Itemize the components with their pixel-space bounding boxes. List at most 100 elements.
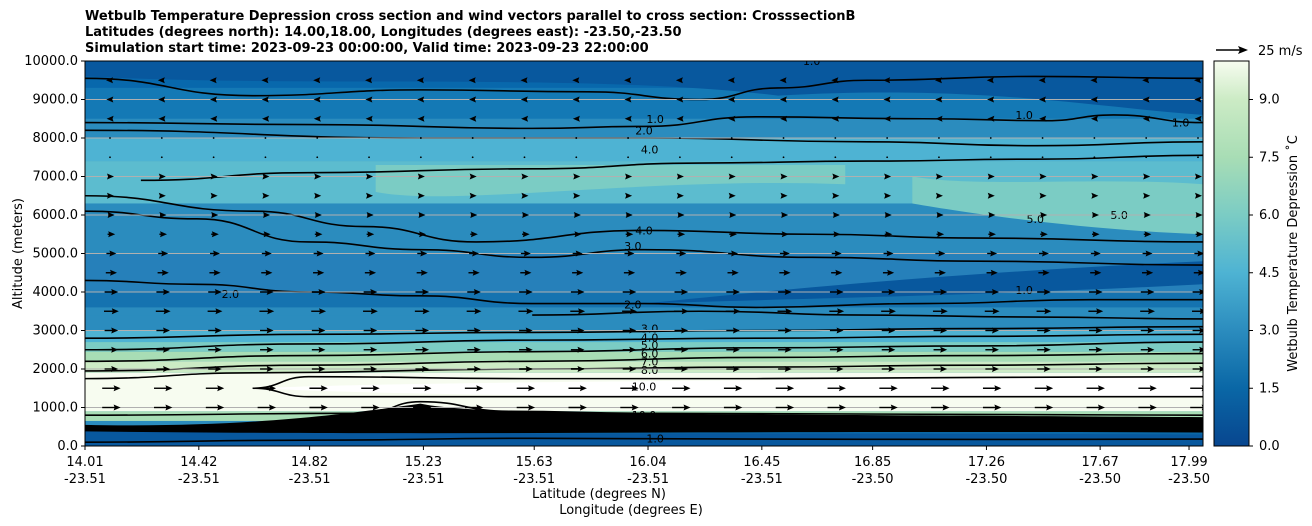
wind-vector bbox=[674, 346, 689, 353]
wind-vector-head bbox=[111, 327, 119, 334]
wind-vector-head bbox=[210, 115, 218, 122]
wind-vector-head bbox=[1090, 115, 1098, 122]
wind-vector bbox=[886, 156, 889, 159]
wind-vector bbox=[782, 156, 785, 159]
wind-vector bbox=[831, 77, 839, 84]
contour-line-2 bbox=[85, 129, 1203, 147]
wind-vector bbox=[1039, 115, 1047, 122]
wind-vector bbox=[209, 96, 217, 103]
wind-vector-head bbox=[990, 250, 998, 257]
wind-vector bbox=[879, 404, 898, 411]
wind-vector-head bbox=[991, 366, 999, 372]
wind-vector bbox=[775, 404, 795, 411]
wind-vector-head bbox=[938, 250, 946, 257]
wind-vector-dot bbox=[471, 156, 474, 159]
wind-vector-head bbox=[367, 231, 375, 238]
wind-vector-head bbox=[214, 346, 222, 353]
wind-vector bbox=[831, 96, 839, 103]
contour-label-1: 10.0 bbox=[632, 409, 657, 422]
wind-vector-head bbox=[575, 250, 583, 257]
wind-vector-dot bbox=[938, 137, 940, 139]
wind-vector-head bbox=[836, 346, 844, 353]
wind-vector-head bbox=[209, 77, 217, 84]
wind-vector bbox=[104, 327, 119, 334]
wind-vector-head bbox=[1194, 115, 1202, 122]
wind-vector bbox=[366, 212, 374, 218]
wind-vector-head bbox=[888, 289, 896, 295]
wind-vector-head bbox=[107, 192, 114, 199]
wind-vector-head bbox=[831, 77, 839, 84]
wind-vector bbox=[1036, 308, 1052, 315]
wind-vector bbox=[314, 231, 323, 238]
wind-vector-dot bbox=[782, 156, 785, 159]
x-tick-label-lat: 16.04 bbox=[629, 455, 666, 470]
contour-label-17: 2.0 bbox=[635, 124, 653, 137]
y-tick-label: 7000.0 bbox=[33, 170, 79, 185]
wind-vector bbox=[1140, 308, 1155, 315]
wind-vector-head bbox=[1097, 385, 1105, 392]
wind-vector bbox=[675, 269, 687, 276]
x-tick-label-lat: 17.67 bbox=[1082, 455, 1119, 470]
x-tick-label-lat: 16.45 bbox=[743, 455, 780, 470]
wind-vector bbox=[780, 192, 788, 199]
wind-vector bbox=[728, 96, 736, 103]
wind-vector bbox=[933, 346, 948, 353]
wind-vector-dot bbox=[679, 137, 681, 139]
wind-vector-dot bbox=[575, 156, 578, 159]
wind-vector-head bbox=[991, 327, 999, 334]
wind-vector bbox=[781, 231, 789, 238]
wind-vector bbox=[157, 269, 169, 276]
wind-vector bbox=[933, 327, 948, 334]
wind-vector-head bbox=[991, 346, 999, 353]
wind-vector-head bbox=[732, 289, 740, 295]
contour-line-4 bbox=[85, 194, 1203, 243]
wind-vector bbox=[1039, 173, 1047, 180]
wind-vector bbox=[466, 308, 482, 315]
wind-vector bbox=[470, 231, 478, 238]
wind-vector-head bbox=[1143, 212, 1151, 218]
wind-vector bbox=[884, 231, 893, 238]
wind-vector bbox=[938, 156, 940, 159]
wind-vector bbox=[211, 212, 219, 218]
wind-vector-head bbox=[1195, 212, 1203, 218]
wind-vector bbox=[1192, 327, 1203, 334]
wind-vector bbox=[519, 346, 533, 353]
wind-vector-head bbox=[111, 346, 119, 353]
wind-vector bbox=[935, 115, 943, 122]
wind-vector-head bbox=[677, 212, 685, 218]
wind-vector bbox=[933, 289, 948, 295]
wind-vector bbox=[417, 192, 425, 199]
wind-vector-head bbox=[1044, 308, 1052, 315]
wind-vector-dot bbox=[109, 156, 111, 159]
x-tick-label-lat: 17.26 bbox=[968, 455, 1005, 470]
contour-label-4: 7.0 bbox=[641, 355, 659, 368]
wind-vector bbox=[988, 231, 996, 238]
band-3km bbox=[85, 315, 1203, 331]
wind-vector bbox=[109, 137, 111, 139]
wind-vector-dot bbox=[264, 137, 267, 139]
packed-contours-inversion bbox=[85, 403, 1203, 435]
wind-vector bbox=[932, 308, 948, 315]
wind-vector-head bbox=[573, 173, 581, 180]
wind-vector-dot bbox=[627, 156, 629, 159]
contour-line-7 bbox=[532, 310, 1203, 320]
wind-vector-head bbox=[472, 250, 480, 257]
wind-vector-head bbox=[573, 212, 581, 218]
wind-vector bbox=[622, 289, 637, 295]
wind-vector bbox=[158, 192, 166, 199]
wind-vector-head bbox=[940, 289, 948, 295]
wind-vector-head bbox=[728, 192, 736, 199]
wind-vector-head bbox=[313, 77, 321, 84]
wind-vector bbox=[779, 269, 791, 276]
wind-vector-head bbox=[1040, 231, 1048, 238]
wind-vector bbox=[366, 231, 375, 238]
wind-vector-head bbox=[732, 346, 740, 353]
wind-vector bbox=[156, 289, 171, 295]
wind-vector-dot bbox=[419, 156, 422, 159]
wind-vector-head bbox=[884, 173, 892, 180]
wind-vector-head bbox=[160, 231, 168, 238]
wind-vector-head bbox=[422, 327, 430, 334]
contour-line-8 bbox=[85, 325, 1203, 339]
wind-vector-head bbox=[262, 115, 270, 122]
wind-vector-head bbox=[833, 231, 841, 238]
